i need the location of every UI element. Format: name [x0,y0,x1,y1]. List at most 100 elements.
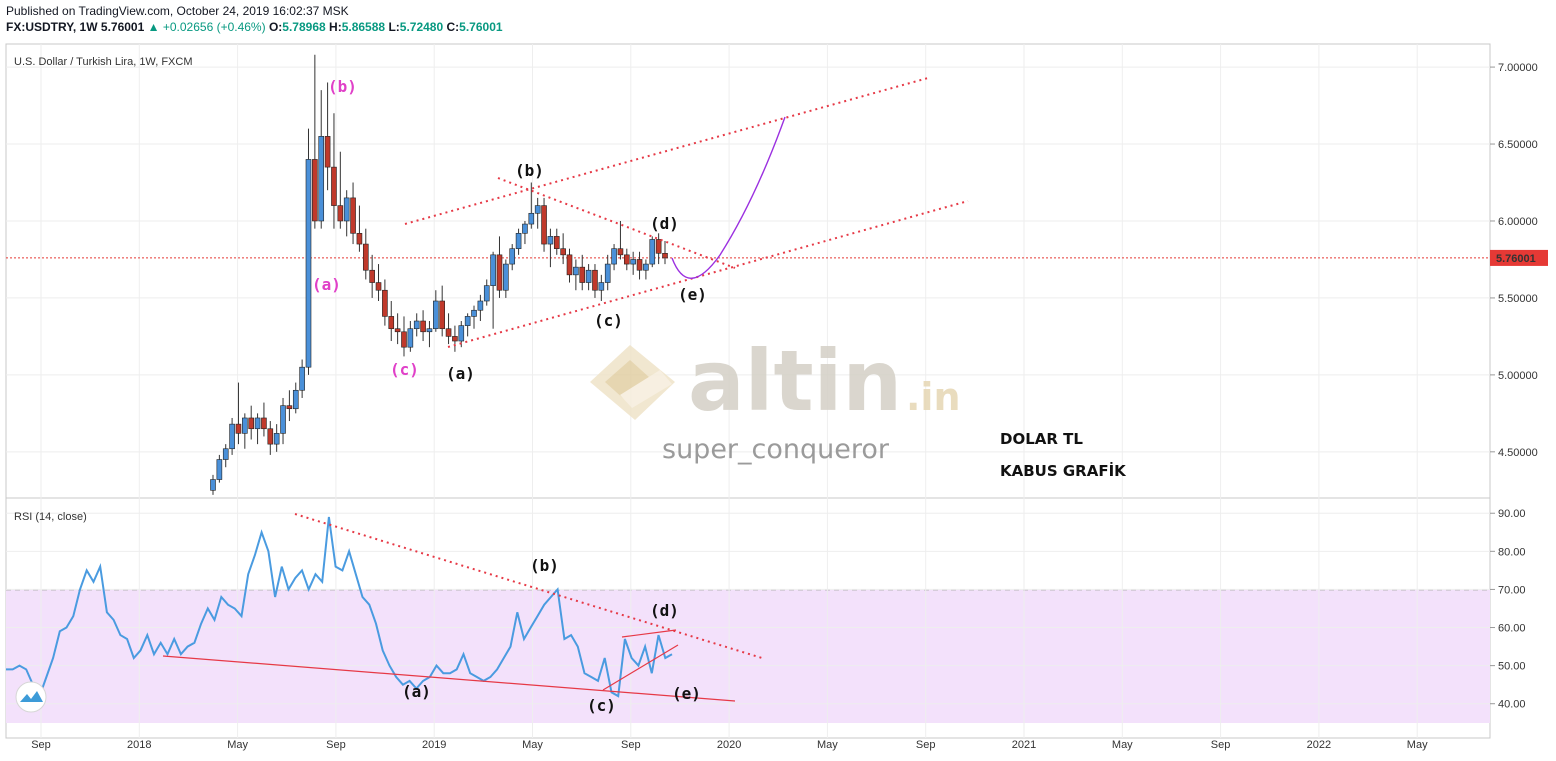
quote-line: FX:USDTRY, 1W 5.76001 ▲ +0.02656 (+0.46%… [6,19,503,35]
tradingview-logo-icon[interactable] [15,681,47,713]
candle [655,233,662,265]
candle [477,294,484,322]
candle [515,228,522,255]
price-change: ▲ +0.02656 (+0.46%) [147,20,266,34]
candle [401,316,407,357]
chart-header: Published on TradingView.com, October 24… [6,3,503,35]
candle [439,285,445,337]
rsi-line [6,516,673,699]
close-label: C: [446,20,460,34]
time-tick-label: Sep [31,739,51,751]
candle [331,113,337,229]
rsi-tick-label: 50.00 [1498,661,1526,673]
wave-label-e: (e) [678,285,707,304]
note-line-2: KABUS GRAFİK [1000,461,1127,480]
candle [445,313,452,345]
wave-label-d: (d) [650,214,679,233]
rsi-pane-title: RSI (14, close) [14,511,87,523]
candle [553,228,560,255]
candle [611,244,617,271]
candle [286,390,293,422]
altin-logo-icon [590,345,675,420]
price-tick-label: 5.00000 [1498,370,1538,382]
candle [547,228,554,268]
candle [382,279,388,326]
candle [534,197,541,229]
time-tick-label: 2022 [1307,739,1331,751]
candlestick-series [210,54,668,495]
candle [407,321,414,352]
time-tick-label: Sep [1211,739,1231,751]
candle [630,251,636,275]
candle [362,228,369,280]
candle [356,205,363,252]
rsi-label-c: (c) [587,696,616,715]
rsi-label-b: (b) [530,556,559,575]
upper-channel-line [404,77,929,225]
candle [254,413,261,445]
watermark: altin .in super_conqueror [590,332,961,465]
rsi-band [6,590,1490,723]
watermark-brand: altin [688,332,902,430]
candle [433,290,439,332]
rsi-tick-label: 60.00 [1498,623,1526,635]
candle [592,264,598,298]
candle [261,402,267,437]
candle [624,248,630,271]
price-tick-label: 7.00000 [1498,62,1538,74]
candle [496,236,503,298]
close-value: 5.76001 [459,20,503,34]
price-tag [1490,249,1548,266]
wave-label-a-major: (a) [312,275,341,294]
candle [598,274,605,302]
candle [560,233,566,265]
price-axis: 7.00000 6.50000 6.00000 5.50000 5.00000 4.500… [1490,62,1538,459]
candle [604,254,611,291]
candle [662,240,668,265]
candle [426,321,433,348]
price-tick-label: 6.50000 [1498,139,1538,151]
wave-label-b: (b) [515,161,544,180]
candle [573,259,579,291]
candle [235,382,242,445]
time-tick-label: Sep [326,739,346,751]
projection-curve [671,116,786,279]
note-line-1: DOLAR TL [1000,430,1083,448]
candle [388,301,395,342]
time-tick-label: May [817,739,838,751]
main-trendlines [404,77,969,348]
candle [375,264,382,302]
candle [528,182,535,229]
time-tick-label: May [1407,739,1428,751]
candle [579,254,586,291]
candle [643,259,649,280]
high-label: H: [329,20,342,34]
time-tick-label: 2018 [127,739,151,751]
candle [280,397,286,445]
candle [464,313,471,337]
published-line: Published on TradingView.com, October 24… [6,4,349,18]
candle [649,236,656,268]
wave-label-c: (c) [594,311,623,330]
candle [585,264,592,291]
candle [273,424,280,452]
candle [413,313,420,337]
candle [210,474,216,495]
candle [490,251,496,329]
open-label: O: [268,20,283,34]
time-tick-label: 2020 [717,739,741,751]
candle [305,128,312,375]
price-tick-label: 5.50000 [1498,293,1538,305]
candle [242,413,248,449]
candle [343,190,350,237]
rsi-tick-label: 90.00 [1498,508,1526,520]
time-axis: Sep 2018 May Sep 2019 May Sep 2020 May Sep 2021 May… [31,739,1428,751]
lower-channel-line [447,200,969,348]
candle [452,325,458,352]
rsi-tick-label: 70.00 [1498,584,1526,596]
candle [324,82,331,191]
candle [522,220,528,245]
time-tick-label: Sep [916,739,936,751]
time-tick-label: May [1112,739,1133,751]
